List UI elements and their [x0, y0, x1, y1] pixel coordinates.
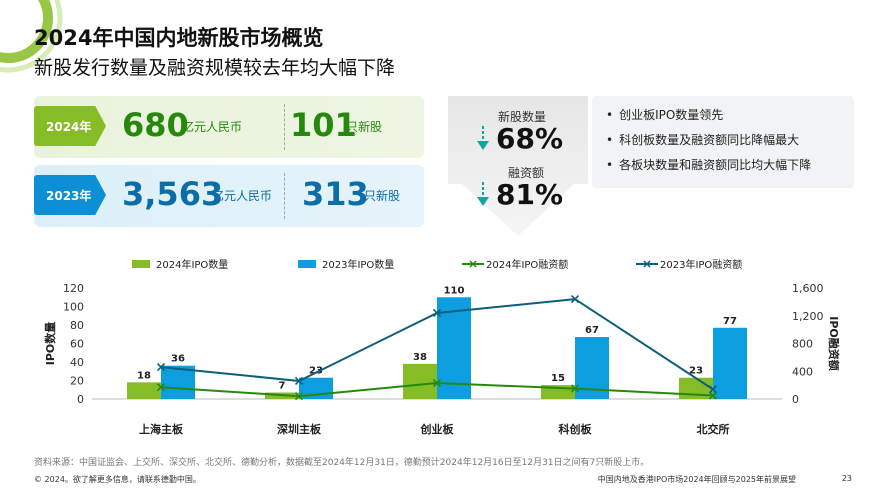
y2-tick-label: 0	[792, 393, 799, 406]
y-tick-label: 20	[70, 375, 84, 388]
legend-label: 2023年IPO融资额	[660, 258, 742, 271]
y2-tick-label: 400	[792, 365, 813, 378]
amount-unit-2024: 亿元人民币	[182, 120, 243, 134]
highlight-item: 各板块数量和融资额同比均大幅下降	[606, 156, 840, 173]
y-tick-label: 100	[63, 301, 84, 314]
line-point	[294, 392, 304, 401]
amount-2023: 3,563	[122, 175, 224, 213]
line-point	[294, 376, 304, 386]
bar	[713, 327, 747, 399]
count-2024: 101	[290, 106, 357, 144]
amount-change-value: 81%	[496, 178, 564, 211]
legend-marker	[643, 260, 651, 268]
bar	[403, 363, 437, 399]
legend-label: 2024年IPO数量	[156, 258, 228, 271]
legend-label: 2024年IPO融资额	[486, 258, 568, 271]
bar-data-label: 18	[137, 370, 151, 381]
bar-data-label: 23	[689, 366, 703, 377]
amount-change-label: 融资额	[508, 166, 545, 180]
legend-swatch	[132, 260, 150, 268]
change-arrow-box: 新股数量 68% 融资额 81%	[448, 96, 588, 236]
count-change-value: 68%	[496, 122, 564, 155]
report-title: 中国内地及香港IPO市场2024年回顾与2025年前景展望	[597, 475, 796, 484]
source-note: 资料来源：中国证监会、上交所、深交所、北交所、德勤分析，数据截至2024年12月…	[34, 458, 650, 468]
bar-data-label: 23	[309, 366, 323, 377]
bar	[127, 382, 161, 399]
y2-tick-label: 800	[792, 338, 813, 351]
y-tick-label: 60	[70, 338, 84, 351]
y2-axis-title: IPO融资额	[827, 316, 841, 371]
line-point	[432, 378, 442, 388]
line-point	[570, 384, 580, 393]
bar-data-label: 38	[413, 352, 427, 363]
x-tick-label: 深圳主板	[277, 422, 322, 436]
page-number: 23	[841, 474, 852, 483]
legend-swatch	[298, 260, 316, 268]
x-tick-label: 创业板	[420, 422, 455, 436]
bar-data-label: 67	[585, 325, 599, 336]
divider	[284, 104, 285, 150]
stat-row-2024: 2024年 680 亿元人民币 101 只新股	[34, 96, 424, 158]
bar	[161, 365, 195, 399]
page-subtitle: 新股发行数量及融资规模较去年均大幅下降	[34, 57, 396, 79]
bar-data-label: 7	[279, 381, 286, 392]
copyright: © 2024。欲了解更多信息，请联系德勤中国。	[34, 475, 201, 484]
stat-row-2023: 2023年 3,563 亿元人民币 313 只新股	[34, 165, 424, 227]
highlights-box: 创业板IPO数量领先 科创板数量及融资额同比降幅最大 各板块数量和融资额同比均大…	[592, 96, 854, 188]
y-tick-label: 120	[63, 282, 84, 295]
y-tick-label: 40	[70, 356, 84, 369]
arrow-down-icon	[477, 182, 489, 206]
x-tick-label: 科创板	[559, 422, 593, 436]
bar-data-label: 110	[444, 285, 465, 296]
legend-marker	[469, 260, 477, 268]
y2-tick-label: 1,200	[792, 310, 824, 323]
highlight-item: 创业板IPO数量领先	[606, 106, 840, 123]
x-tick-label: 上海主板	[139, 422, 184, 436]
x-tick-label: 北交所	[697, 422, 730, 436]
divider	[284, 173, 285, 219]
count-unit-2023: 只新股	[364, 189, 401, 203]
line-point	[708, 391, 718, 400]
bar-data-label: 36	[171, 354, 185, 365]
y-tick-label: 0	[77, 393, 84, 406]
year-tag-2024: 2024年	[34, 106, 106, 146]
count-change-label: 新股数量	[498, 110, 547, 124]
line-point	[156, 383, 166, 392]
arrow-down-icon	[477, 126, 489, 150]
line-point	[156, 363, 166, 372]
corner-decoration	[0, 0, 70, 110]
bar-data-label: 77	[723, 316, 737, 327]
line-point	[570, 295, 580, 304]
line-point	[432, 308, 442, 318]
ipo-chart: 0 20 40 60 80 100 120 0 400 800 1,200 1,600 IPO数量 IPO…	[43, 258, 841, 436]
count-unit-2024: 只新股	[346, 120, 383, 134]
y2-tick-label: 1,600	[792, 282, 824, 295]
page-title: 2024年中国内地新股市场概览	[34, 26, 324, 50]
year-tag-2023: 2023年	[34, 175, 106, 215]
y-axis-title: IPO数量	[43, 322, 57, 366]
line-point	[708, 385, 718, 394]
y-tick-label: 80	[70, 319, 84, 332]
amount-2024: 680	[122, 106, 189, 144]
amount-unit-2023: 亿元人民币	[212, 189, 273, 203]
bar-data-label: 15	[551, 373, 565, 384]
highlight-item: 科创板数量及融资额同比降幅最大	[606, 131, 840, 148]
legend-label: 2023年IPO数量	[322, 258, 394, 271]
count-2023: 313	[302, 175, 369, 213]
bar	[437, 297, 471, 399]
